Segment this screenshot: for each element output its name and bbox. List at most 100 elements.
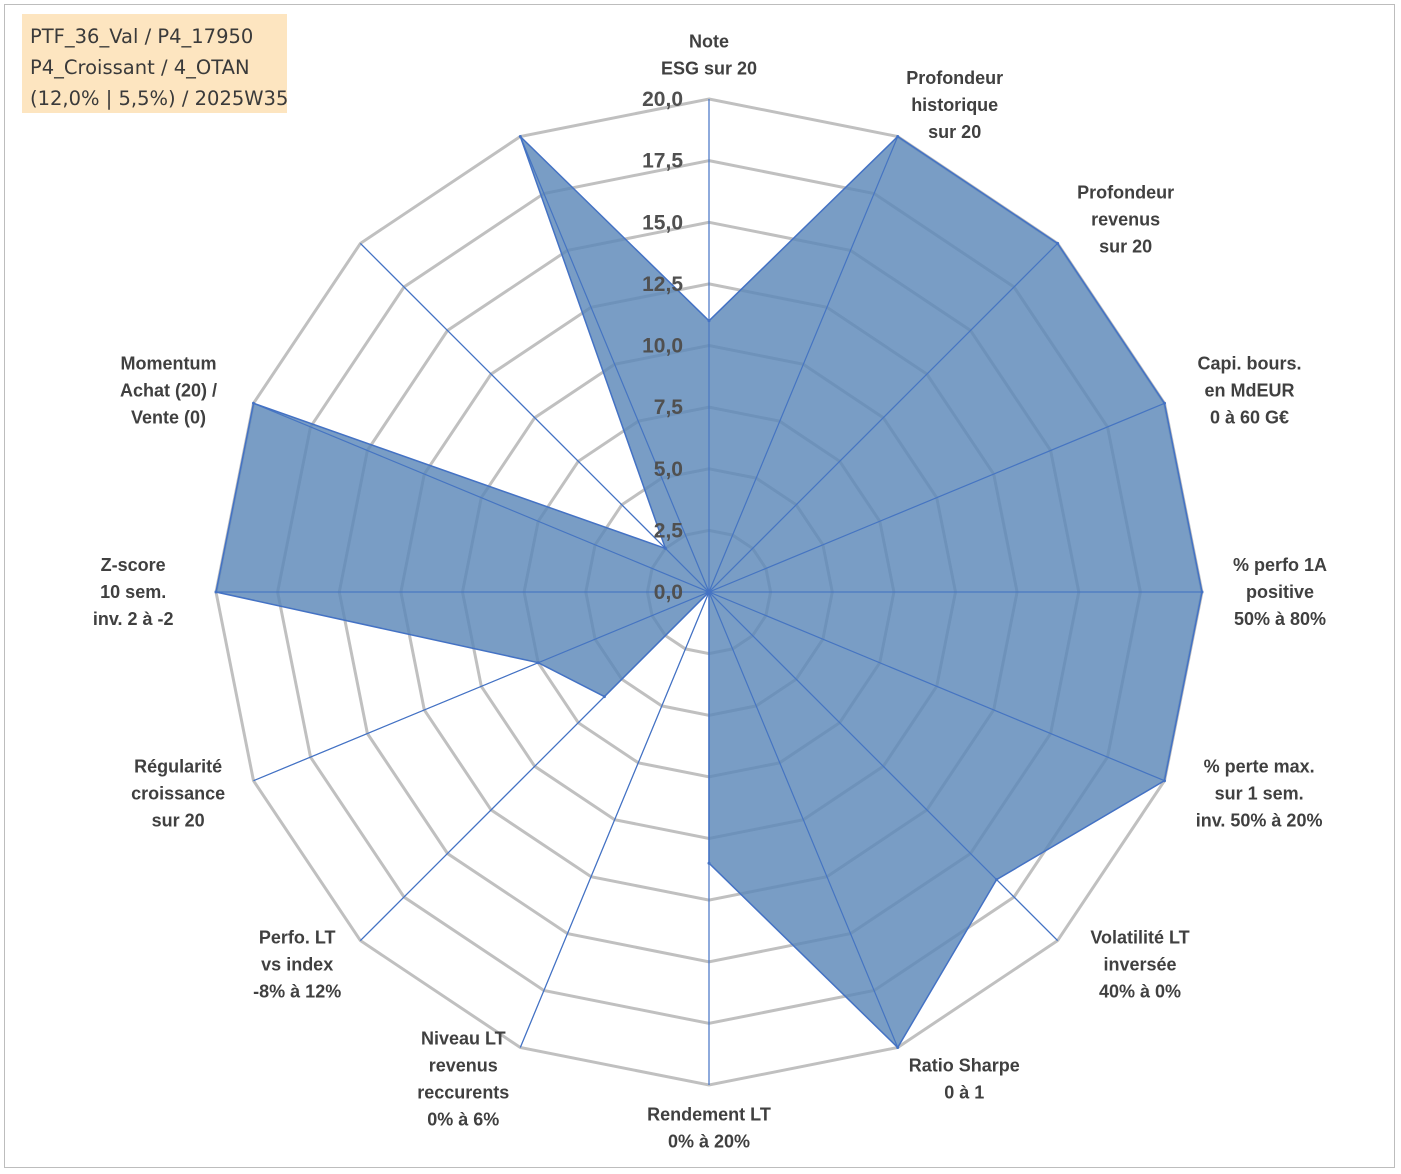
- spoke-overlay-9: [519, 591, 710, 1048]
- axis-label-2-line-0: Profondeur: [1077, 182, 1174, 202]
- data-point-7: [896, 1046, 900, 1049]
- axis-label-7-line-1: 0 à 1: [944, 1082, 984, 1102]
- axis-label-2: Profondeur revenus sur 20: [1077, 182, 1174, 256]
- data-point-9: [707, 590, 711, 594]
- spoke-overlay-5: [708, 591, 1165, 782]
- axis-label-12: Z-score 10 sem. inv. 2 à -2: [93, 555, 174, 629]
- axis-label-9-line-1: revenus: [429, 1055, 498, 1075]
- info-box: PTF_36_Val / P4_17950 P4_Croissant / 4_O…: [22, 14, 289, 113]
- tick-label-3: 7,5: [654, 396, 684, 419]
- axis-label-5-line-0: % perte max.: [1204, 757, 1315, 777]
- info-line-1: PTF_36_Val / P4_17950: [30, 25, 254, 48]
- spoke-overlay-1: [708, 136, 899, 593]
- axis-label-3: Capi. bours. en MdEUR 0 à 60 G€: [1197, 353, 1301, 427]
- axis-label-1: Profondeur historique sur 20: [906, 68, 1003, 142]
- data-point-12: [214, 590, 218, 594]
- axis-label-1-line-2: sur 20: [928, 122, 981, 142]
- tick-label-0: 0,0: [654, 581, 683, 604]
- axis-label-9-line-3: 0% à 6%: [427, 1109, 499, 1129]
- axis-label-13: Momentum Achat (20) / Vente (0): [120, 353, 217, 427]
- axis-label-9-line-0: Niveau LT: [421, 1028, 506, 1048]
- spoke-overlay-2: [708, 243, 1058, 593]
- axis-label-10-line-1: vs index: [261, 955, 333, 975]
- data-point-3: [1163, 401, 1166, 405]
- data-point-15: [518, 135, 522, 138]
- axis-label-3-line-2: 0 à 60 G€: [1210, 407, 1289, 427]
- tick-label-1: 2,5: [654, 519, 684, 542]
- axis-label-10: Perfo. LT vs index -8% à 12%: [253, 928, 341, 1002]
- data-point-11: [536, 661, 540, 665]
- axis-label-2-line-2: sur 20: [1099, 236, 1152, 256]
- tick-label-8: 20,0: [642, 88, 683, 111]
- tick-label-5: 12,5: [642, 273, 683, 296]
- tick-label-4: 10,0: [642, 335, 683, 358]
- axis-label-4-line-0: % perfo 1A: [1233, 555, 1327, 575]
- axis-label-1-line-0: Profondeur: [906, 68, 1003, 88]
- axis-label-10-line-0: Perfo. LT: [259, 928, 336, 948]
- axis-label-13-line-2: Vente (0): [131, 407, 206, 427]
- axis-label-9: Niveau LT revenus reccurents 0% à 6%: [417, 1028, 509, 1129]
- data-point-1: [896, 135, 900, 138]
- data-point-13: [252, 401, 255, 405]
- spoke-overlay-11: [253, 591, 710, 782]
- axis-label-12-line-1: 10 sem.: [100, 582, 166, 602]
- info-line-2: P4_Croissant / 4_OTAN: [30, 56, 250, 79]
- axis-label-12-line-2: inv. 2 à -2: [93, 609, 174, 629]
- axis-label-1-line-1: historique: [911, 95, 998, 115]
- tick-label-6: 15,0: [642, 211, 683, 234]
- spoke-overlay-13: [253, 402, 710, 593]
- spoke-overlay-3: [708, 402, 1165, 593]
- axis-label-5: % perte max. sur 1 sem. inv. 50% à 20%: [1196, 757, 1323, 831]
- axis-label-0: Note ESG sur 20: [661, 32, 757, 79]
- data-point-14: [663, 546, 667, 550]
- spoke-overlay-15: [519, 136, 710, 593]
- tick-layer: 0,0 2,5 5,0 7,5 10,0 12,5 15,0 17,5 20,0: [642, 88, 683, 604]
- chart-frame: [4, 4, 1395, 1168]
- data-point-5: [1163, 779, 1166, 783]
- axis-label-0-line-1: ESG sur 20: [661, 59, 757, 79]
- spoke-overlay-6: [708, 591, 1058, 941]
- axis-label-0-line-0: Note: [689, 32, 729, 52]
- info-line-3: (12,0% | 5,5%) / 2025W35: [30, 87, 289, 110]
- axis-label-7-line-0: Ratio Sharpe: [909, 1055, 1020, 1075]
- spoke-overlay-7: [708, 591, 899, 1048]
- spoke-overlay-14: [360, 243, 710, 593]
- data-point-8: [707, 861, 711, 865]
- axis-label-4-line-2: 50% à 80%: [1234, 609, 1326, 629]
- axis-label-6-line-2: 40% à 0%: [1099, 982, 1181, 1002]
- axis-label-8-line-0: Rendement LT: [647, 1105, 771, 1125]
- spoke-overlay-10: [360, 591, 710, 941]
- axis-label-4-line-1: positive: [1246, 582, 1314, 602]
- axis-label-4: % perfo 1A positive 50% à 80%: [1233, 555, 1327, 629]
- axis-label-8-line-1: 0% à 20%: [668, 1132, 750, 1152]
- axis-label-3-line-0: Capi. bours.: [1197, 353, 1301, 373]
- axis-label-8: Rendement LT 0% à 20%: [647, 1105, 771, 1152]
- axis-label-11-line-1: croissance: [131, 784, 225, 804]
- series-layer: [214, 99, 1204, 1085]
- axis-label-6-line-0: Volatilité LT: [1090, 928, 1189, 948]
- axis-label-2-line-1: revenus: [1091, 209, 1160, 229]
- data-point-4: [1200, 590, 1204, 594]
- label-layer: Note ESG sur 20 Profondeur historique sur 20…: [93, 32, 1327, 1152]
- axis-label-7: Ratio Sharpe 0 à 1: [909, 1055, 1020, 1102]
- data-point-10: [602, 695, 606, 699]
- data-point-0: [707, 319, 711, 323]
- axis-label-5-line-2: inv. 50% à 20%: [1196, 811, 1323, 831]
- axis-label-11: Régularité croissance sur 20: [131, 757, 225, 831]
- axis-label-6-line-1: inversée: [1103, 955, 1176, 975]
- axis-label-11-line-0: Régularité: [134, 757, 222, 777]
- axis-label-11-line-2: sur 20: [152, 811, 205, 831]
- axis-label-13-line-1: Achat (20) /: [120, 380, 217, 400]
- axis-label-3-line-1: en MdEUR: [1205, 380, 1295, 400]
- axis-label-9-line-2: reccurents: [417, 1082, 509, 1102]
- data-point-6: [995, 878, 999, 882]
- data-point-2: [1056, 241, 1060, 245]
- tick-label-7: 17,5: [642, 150, 683, 173]
- axis-label-10-line-2: -8% à 12%: [253, 982, 341, 1002]
- axis-label-12-line-0: Z-score: [101, 555, 166, 575]
- tick-label-2: 5,0: [654, 458, 683, 481]
- axis-label-6: Volatilité LT inversée 40% à 0%: [1090, 928, 1189, 1002]
- axis-label-5-line-1: sur 1 sem.: [1215, 784, 1304, 804]
- axis-label-13-line-0: Momentum: [121, 353, 217, 373]
